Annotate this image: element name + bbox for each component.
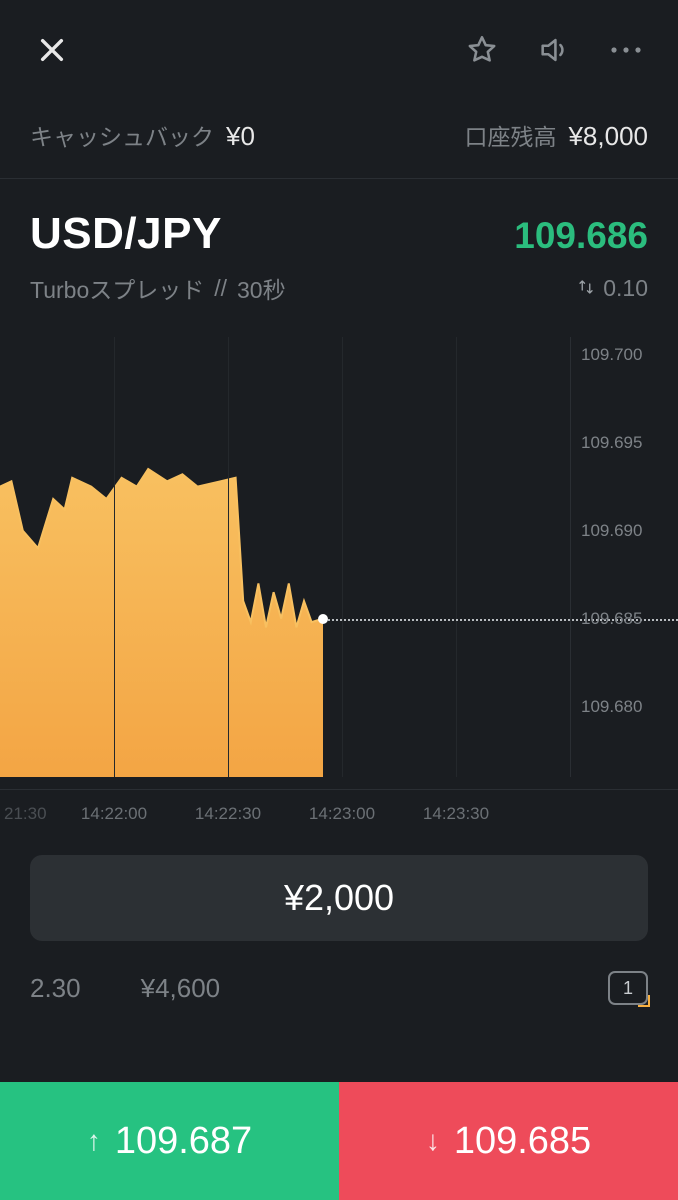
y-tick-label: 109.695	[581, 433, 642, 453]
spread-value: 0.10	[603, 275, 648, 302]
cashback-value: ¥0	[226, 121, 255, 152]
open-trades-count: 1	[623, 978, 633, 999]
subtitle-separator: //	[214, 275, 227, 302]
payout-multiplier: 2.30	[30, 973, 81, 1004]
x-tick-label: 14:23:30	[423, 804, 489, 824]
balance-value: ¥8,000	[568, 121, 648, 152]
stake-amount-input[interactable]: ¥2,000	[30, 855, 648, 941]
y-tick-label: 109.690	[581, 521, 642, 541]
favorite-star-icon[interactable]	[458, 26, 506, 74]
open-trades-badge[interactable]: 1	[608, 971, 648, 1005]
x-tick-label: 14:22:00	[81, 804, 147, 824]
spread-icon	[577, 275, 595, 302]
y-tick-label: 109.685	[581, 609, 642, 629]
payout-return: ¥4,600	[141, 973, 221, 1004]
y-tick-label: 109.680	[581, 697, 642, 717]
current-price-dot	[318, 614, 328, 624]
more-icon[interactable]	[602, 26, 650, 74]
balance-label: 口座残高	[464, 118, 556, 152]
cashback-label: キャッシュバック	[30, 118, 214, 152]
x-tick-label: 14:22:30	[195, 804, 261, 824]
buy-down-button[interactable]: ↓ 109.685	[339, 1082, 678, 1200]
arrow-down-icon: ↓	[426, 1125, 440, 1157]
sound-icon[interactable]	[530, 26, 578, 74]
balance-row: キャッシュバック ¥0 口座残高 ¥8,000	[0, 100, 678, 179]
product-type: Turboスプレッド	[30, 271, 204, 305]
pair-name[interactable]: USD/JPY	[30, 209, 222, 259]
buy-down-price: 109.685	[454, 1120, 591, 1163]
buy-up-button[interactable]: ↑ 109.687	[0, 1082, 339, 1200]
stake-amount-value: ¥2,000	[284, 877, 394, 919]
buy-up-price: 109.687	[115, 1120, 252, 1163]
duration-label[interactable]: 30秒	[237, 271, 286, 305]
price-chart[interactable]: 109.700 109.695 109.690 109.685 109.680 21:3…	[0, 337, 678, 837]
x-tick-label: 14:23:00	[309, 804, 375, 824]
y-tick-label: 109.700	[581, 345, 642, 365]
x-tick-label: 21:30	[4, 804, 47, 824]
close-icon[interactable]	[28, 26, 76, 74]
arrow-up-icon: ↑	[87, 1125, 101, 1157]
pair-price: 109.686	[514, 215, 648, 257]
